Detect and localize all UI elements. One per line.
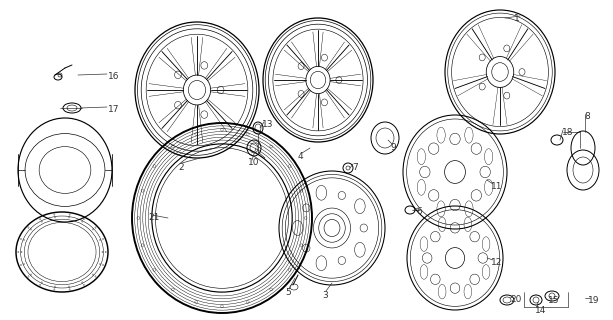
Text: 15: 15 bbox=[548, 296, 560, 305]
Text: 11: 11 bbox=[491, 182, 503, 191]
Text: 20: 20 bbox=[510, 295, 522, 304]
Text: 2: 2 bbox=[178, 163, 184, 172]
Text: 13: 13 bbox=[262, 120, 273, 129]
Text: 12: 12 bbox=[491, 258, 503, 267]
Text: 1: 1 bbox=[514, 14, 520, 23]
Text: 9: 9 bbox=[390, 143, 396, 152]
Text: 5: 5 bbox=[285, 288, 291, 297]
Text: 6: 6 bbox=[416, 207, 422, 216]
Text: 3: 3 bbox=[322, 291, 328, 300]
Text: 10: 10 bbox=[248, 158, 259, 167]
Text: 4: 4 bbox=[298, 152, 303, 161]
Text: 19: 19 bbox=[588, 296, 600, 305]
Text: 16: 16 bbox=[108, 72, 120, 81]
Text: 8: 8 bbox=[584, 112, 590, 121]
Text: 18: 18 bbox=[562, 128, 574, 137]
Text: 21: 21 bbox=[148, 213, 159, 222]
Text: 14: 14 bbox=[535, 306, 546, 315]
Text: 17: 17 bbox=[108, 105, 120, 114]
Text: 7: 7 bbox=[352, 163, 358, 172]
